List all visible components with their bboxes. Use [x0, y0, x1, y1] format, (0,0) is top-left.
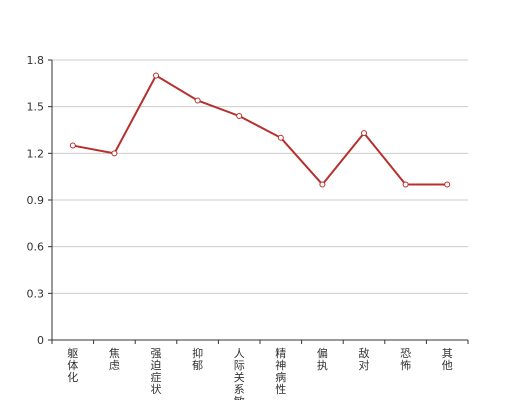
data-point	[69, 142, 76, 149]
data-point	[277, 134, 284, 141]
axes	[48, 59, 469, 344]
series	[72, 74, 448, 186]
x-tick-label: 强迫症状	[151, 347, 162, 396]
grid-lines	[52, 59, 468, 294]
x-tick-label: 其他	[442, 347, 453, 372]
y-tick-label: 1.5	[27, 101, 45, 114]
data-point	[319, 181, 326, 188]
y-tick-label: 0.6	[27, 241, 45, 254]
x-tick-label: 躯体化	[67, 347, 78, 384]
series-line	[72, 74, 448, 186]
data-point	[236, 113, 243, 119]
x-tick-label: 人际关系敏感	[234, 347, 245, 400]
data-points	[69, 72, 451, 188]
data-point	[444, 181, 451, 188]
y-tick-label: 1.8	[27, 54, 45, 67]
x-tick-label: 抑郁	[192, 346, 203, 372]
y-tick-label: 0.9	[27, 194, 45, 207]
data-point	[194, 97, 201, 104]
x-tick-label: 偏执	[317, 346, 328, 372]
data-point	[111, 150, 118, 157]
data-point	[361, 130, 367, 137]
x-tick-label: 敌对	[359, 346, 370, 372]
x-tick-label: 焦虑	[109, 347, 120, 372]
x-tick-label: 恐怖	[400, 347, 411, 372]
x-tick-label: 精神病性	[275, 347, 286, 396]
y-axis-tick-labels: 0 0.3 0.6 0.9 1.2 1.5 1.8	[27, 54, 45, 347]
x-axis-tick-labels: 躯体化 焦虑 强迫症状 抑郁 人际关系敏感 精神病性 偏执 敌对 恐怖 其他	[67, 346, 453, 404]
data-point	[153, 72, 159, 79]
y-tick-label: 0.3	[27, 287, 45, 300]
y-tick-label: 0	[37, 334, 44, 347]
data-point	[402, 181, 409, 188]
y-tick-label: 1.2	[27, 147, 45, 160]
